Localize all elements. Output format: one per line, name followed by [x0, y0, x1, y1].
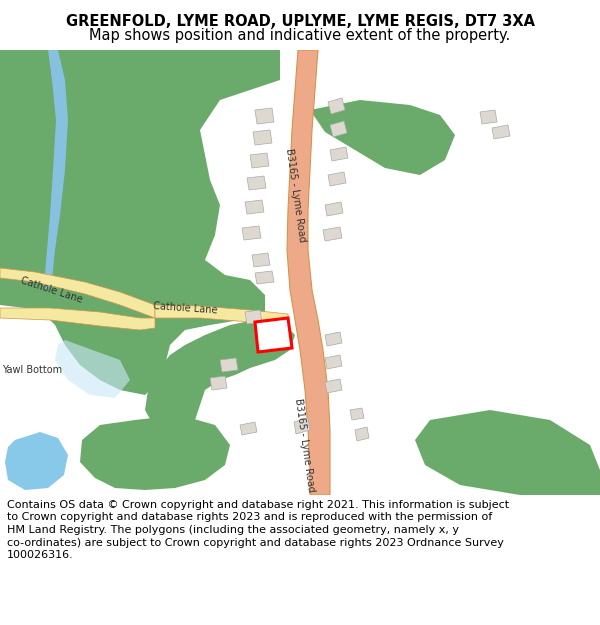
Text: Cathole Lane: Cathole Lane: [20, 275, 84, 305]
Polygon shape: [325, 355, 342, 369]
Polygon shape: [328, 172, 346, 186]
Polygon shape: [250, 153, 269, 168]
Polygon shape: [287, 50, 330, 495]
Polygon shape: [80, 415, 230, 490]
Polygon shape: [255, 108, 274, 124]
Polygon shape: [0, 308, 155, 330]
Polygon shape: [310, 100, 455, 175]
Text: Yawl Bottom: Yawl Bottom: [2, 365, 62, 375]
Text: GREENFOLD, LYME ROAD, UPLYME, LYME REGIS, DT7 3XA: GREENFOLD, LYME ROAD, UPLYME, LYME REGIS…: [65, 14, 535, 29]
Polygon shape: [245, 310, 262, 324]
Polygon shape: [325, 379, 342, 393]
Text: B3165 - Lyme Road: B3165 - Lyme Road: [284, 148, 308, 242]
Polygon shape: [245, 200, 264, 214]
Polygon shape: [323, 227, 342, 241]
Polygon shape: [145, 318, 295, 435]
Polygon shape: [255, 325, 272, 338]
Polygon shape: [44, 50, 68, 290]
Polygon shape: [325, 202, 343, 216]
Polygon shape: [492, 125, 510, 139]
Polygon shape: [253, 130, 272, 145]
Polygon shape: [355, 427, 369, 441]
Polygon shape: [294, 418, 310, 434]
Text: to Crown copyright and database rights 2023 and is reproduced with the permissio: to Crown copyright and database rights 2…: [7, 512, 493, 522]
Polygon shape: [0, 50, 280, 395]
Polygon shape: [255, 271, 274, 284]
Text: Map shows position and indicative extent of the property.: Map shows position and indicative extent…: [89, 28, 511, 43]
Polygon shape: [330, 147, 348, 161]
Polygon shape: [55, 340, 130, 398]
Polygon shape: [330, 121, 347, 137]
Polygon shape: [328, 98, 345, 114]
Text: Cathole Lane: Cathole Lane: [152, 301, 217, 315]
Text: B3165 - Lyme Road: B3165 - Lyme Road: [293, 398, 317, 492]
Polygon shape: [155, 305, 288, 324]
Polygon shape: [5, 432, 68, 490]
Polygon shape: [242, 226, 261, 240]
Polygon shape: [247, 176, 266, 190]
Polygon shape: [220, 358, 238, 372]
Polygon shape: [480, 110, 497, 124]
Polygon shape: [0, 268, 155, 318]
Polygon shape: [350, 408, 364, 420]
Polygon shape: [210, 376, 227, 390]
Text: Contains OS data © Crown copyright and database right 2021. This information is : Contains OS data © Crown copyright and d…: [7, 500, 509, 510]
Polygon shape: [252, 253, 270, 267]
Polygon shape: [240, 422, 257, 435]
Text: 100026316.: 100026316.: [7, 550, 74, 560]
Text: co-ordinates) are subject to Crown copyright and database rights 2023 Ordnance S: co-ordinates) are subject to Crown copyr…: [7, 538, 504, 548]
Polygon shape: [325, 332, 342, 346]
Polygon shape: [415, 410, 600, 495]
Text: HM Land Registry. The polygons (including the associated geometry, namely x, y: HM Land Registry. The polygons (includin…: [7, 525, 459, 535]
Polygon shape: [255, 318, 292, 352]
